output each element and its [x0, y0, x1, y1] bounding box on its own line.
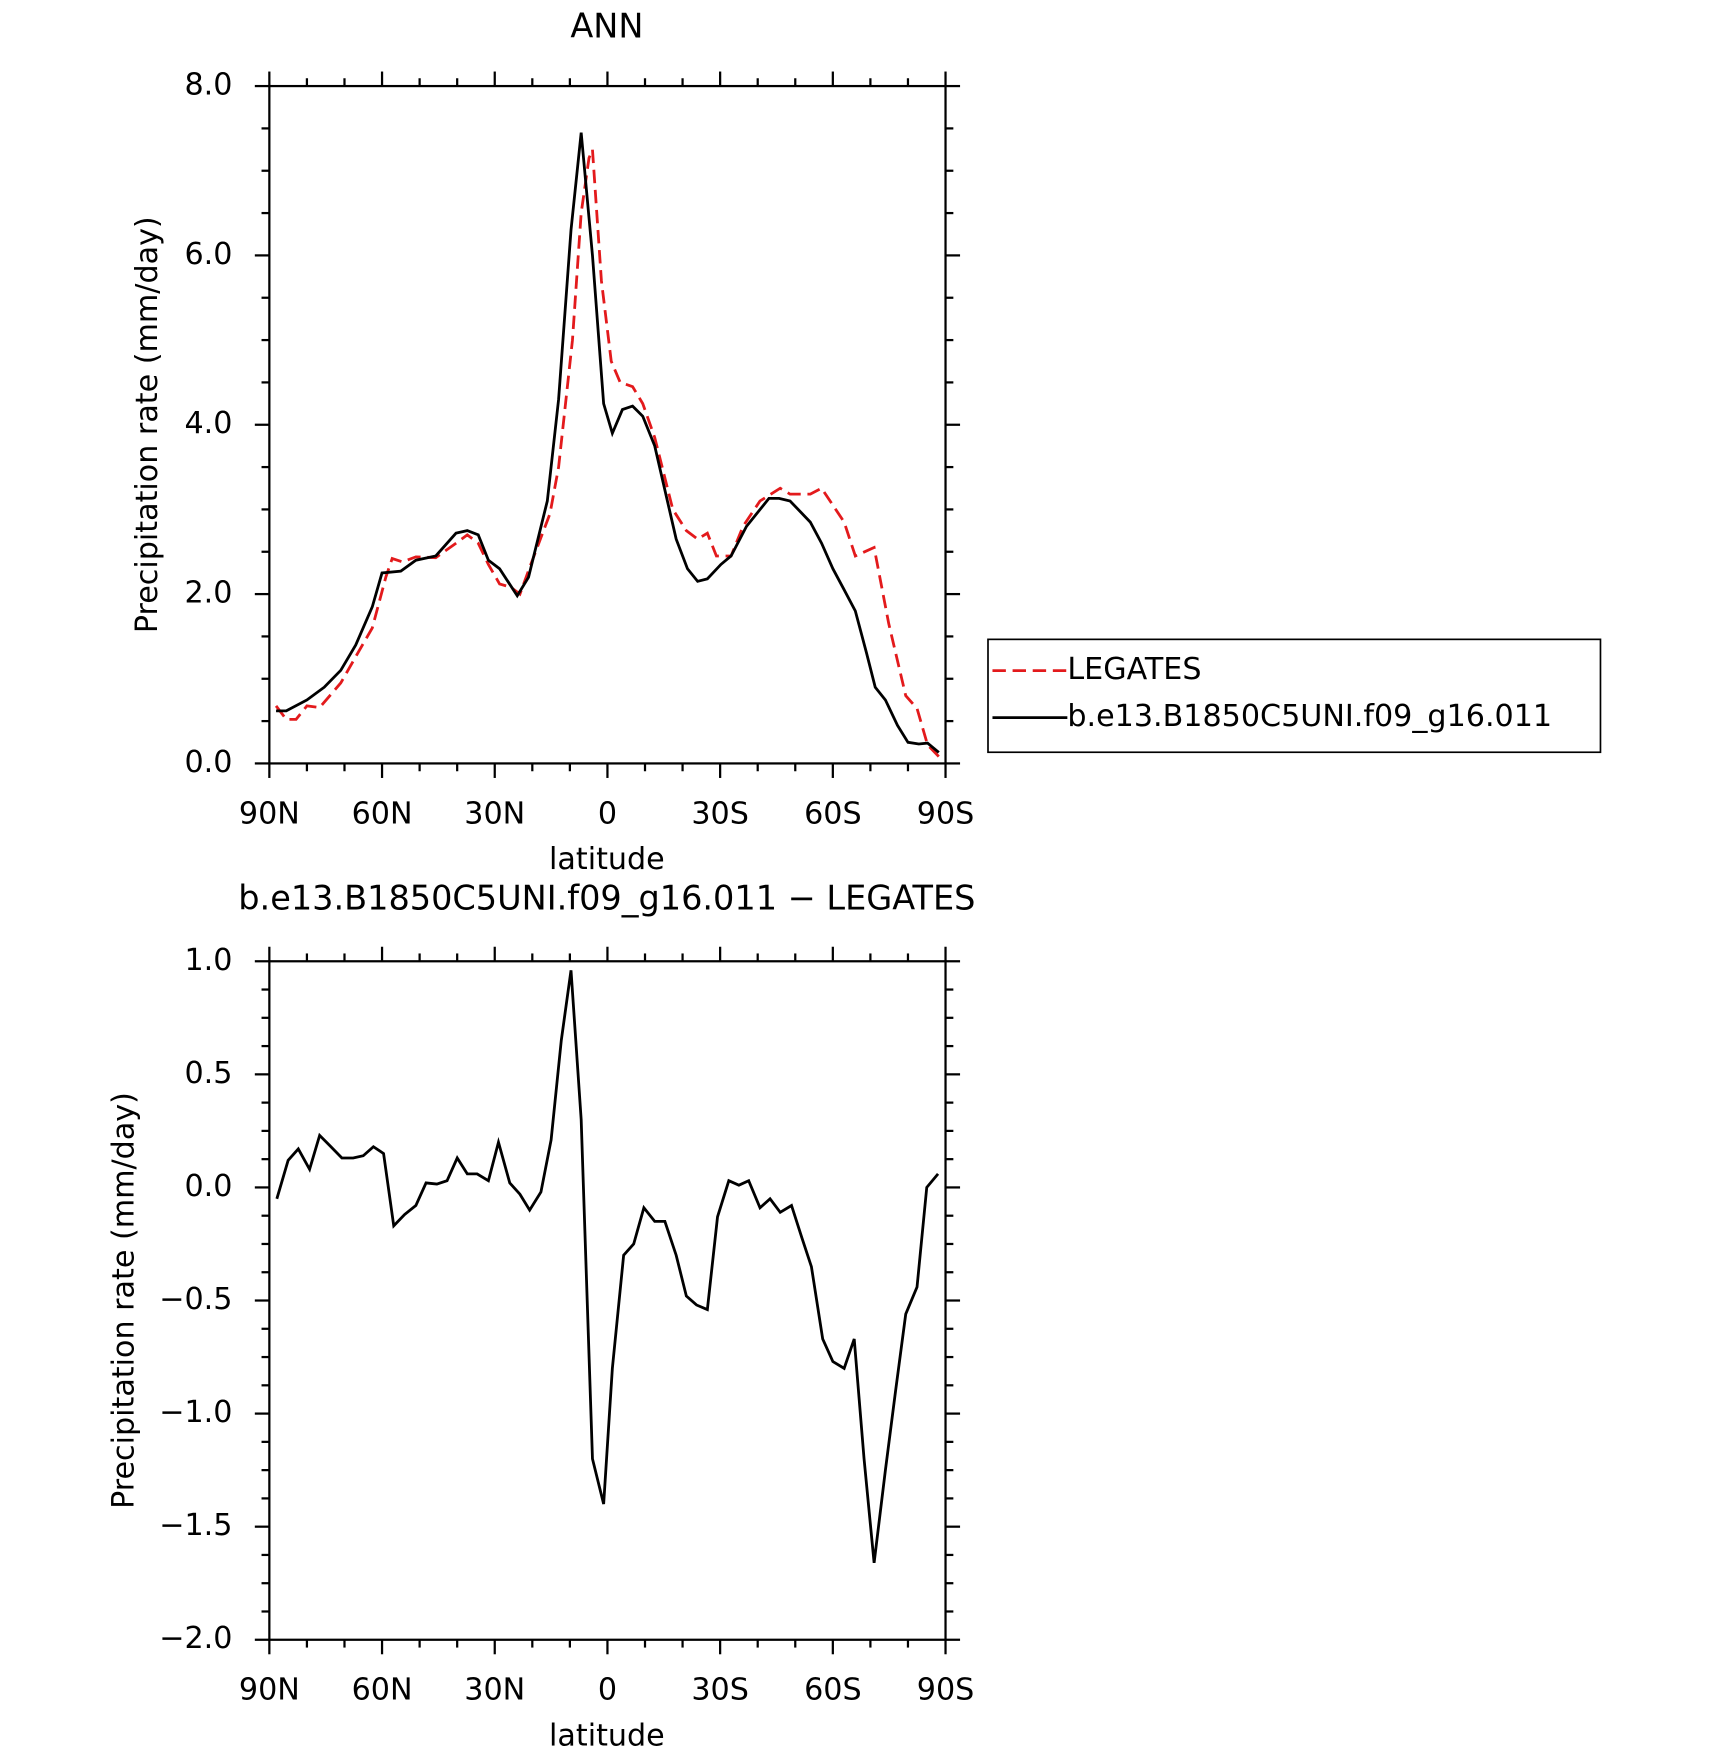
y-tick-label: −0.5 — [159, 1282, 232, 1317]
x-tick-label: 30S — [691, 1673, 749, 1708]
x-tick-label: 30N — [464, 1673, 525, 1708]
y-axis-label: Precipitation rate (mm/day) — [130, 216, 165, 633]
x-tick-label: 60N — [352, 1673, 413, 1708]
legend-box — [987, 638, 1602, 754]
x-axis-label: latitude — [549, 1718, 665, 1753]
x-tick-label: 90N — [239, 796, 300, 831]
x-axis-label: latitude — [549, 842, 665, 877]
x-tick-label: 90S — [917, 796, 975, 831]
y-tick-label: −1.0 — [159, 1395, 232, 1430]
y-tick-label: −1.5 — [159, 1508, 232, 1543]
x-tick-label: 30S — [691, 796, 749, 831]
y-tick-label: 0.0 — [185, 745, 233, 780]
chart-title: ANN — [570, 6, 643, 45]
y-tick-label: 2.0 — [185, 576, 233, 611]
plot-frame — [268, 960, 947, 1641]
y-tick-label: 4.0 — [185, 406, 233, 441]
series-line — [274, 149, 940, 758]
chart-title: b.e13.B1850C5UNI.f09_g16.011 − LEGATES — [238, 878, 975, 917]
plot-frame — [268, 84, 947, 765]
y-tick-label: −2.0 — [159, 1621, 232, 1656]
x-tick-label: 30N — [464, 796, 525, 831]
series-line — [275, 970, 940, 1564]
legend-label: LEGATES — [1067, 652, 1201, 687]
x-tick-label: 0 — [598, 796, 617, 831]
y-tick-label: 1.0 — [185, 943, 233, 978]
x-tick-label: 60N — [352, 796, 413, 831]
y-tick-label: 6.0 — [185, 237, 233, 272]
x-tick-label: 90S — [917, 1673, 975, 1708]
y-axis-label: Precipitation rate (mm/day) — [107, 1092, 142, 1509]
y-tick-label: 8.0 — [185, 68, 233, 103]
y-tick-label: 0.0 — [185, 1169, 233, 1204]
x-tick-label: 60S — [804, 1673, 862, 1708]
x-tick-label: 90N — [239, 1673, 300, 1708]
y-tick-label: 0.5 — [185, 1056, 233, 1091]
x-tick-label: 0 — [598, 1673, 617, 1708]
legend-label: b.e13.B1850C5UNI.f09_g16.011 — [1067, 699, 1552, 734]
x-tick-label: 60S — [804, 796, 862, 831]
series-line — [276, 132, 940, 754]
